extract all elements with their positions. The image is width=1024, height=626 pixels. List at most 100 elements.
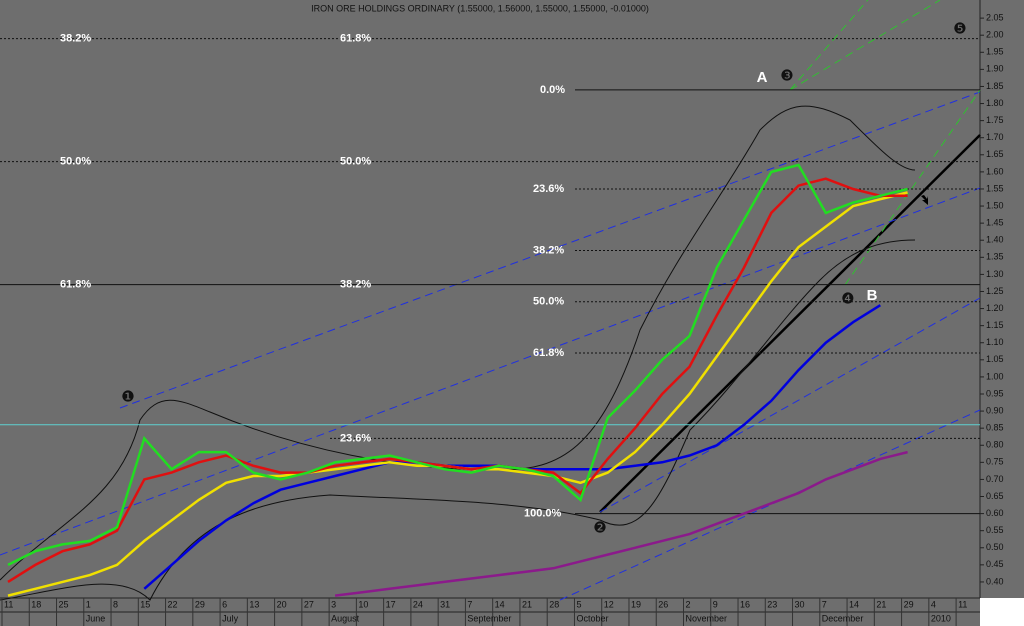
fan-line: [789, 0, 869, 91]
y-tick-label: 0.55: [986, 525, 1004, 535]
month-label: August: [331, 613, 360, 623]
x-tick-label: 24: [413, 599, 423, 609]
y-tick-label: 0.70: [986, 474, 1004, 484]
y-tick-label: 1.00: [986, 371, 1004, 381]
y-tick-label: 1.80: [986, 98, 1004, 108]
y-tick-label: 1.75: [986, 115, 1004, 125]
x-tick-label: 7: [467, 599, 472, 609]
y-tick-label: 2.05: [986, 12, 1004, 22]
x-tick-label: 29: [195, 599, 205, 609]
month-label: September: [467, 613, 511, 623]
fan-line: [844, 89, 981, 286]
x-tick-label: 11: [4, 599, 13, 609]
x-tick-label: 31: [440, 599, 450, 609]
annotation: ❷: [593, 519, 606, 537]
x-tick-label: 17: [386, 599, 396, 609]
series-line: [7, 191, 908, 597]
x-tick-label: 19: [631, 599, 641, 609]
x-tick-label: 26: [658, 599, 668, 609]
y-tick-label: 0.80: [986, 440, 1004, 450]
y-tick-label: 0.40: [986, 576, 1004, 586]
x-tick-label: 20: [277, 599, 287, 609]
fib-label: 0.0%: [540, 84, 565, 96]
x-tick-label: 23: [767, 599, 777, 609]
channel-line: [119, 91, 981, 409]
annotation: ❹: [841, 290, 854, 308]
trend-line: [599, 134, 981, 513]
x-tick-label: 30: [795, 599, 805, 609]
y-tick-label: 0.65: [986, 491, 1004, 501]
y-tick-label: 1.70: [986, 132, 1004, 142]
x-tick-label: 18: [31, 599, 41, 609]
y-tick-label: 1.45: [986, 218, 1004, 228]
x-tick-label: 8: [113, 599, 118, 609]
annotation: ❺: [953, 20, 966, 38]
x-tick-label: 3: [331, 599, 336, 609]
y-tick-label: 1.65: [986, 149, 1004, 159]
x-tick-label: 11: [958, 599, 967, 609]
y-tick-label: 1.60: [986, 166, 1004, 176]
x-tick-label: 16: [740, 599, 750, 609]
bollinger-band: [0, 239, 916, 601]
fib-label: 61.8%: [60, 279, 91, 291]
y-axis-area: [980, 0, 1024, 598]
fib-label: 50.0%: [533, 296, 564, 308]
y-tick-label: 2.00: [986, 30, 1004, 40]
y-tick-label: 1.95: [986, 47, 1004, 57]
y-tick-label: 1.05: [986, 354, 1004, 364]
x-tick-label: 5: [576, 599, 581, 609]
series-line: [7, 163, 908, 567]
y-tick-label: 0.85: [986, 423, 1004, 433]
y-tick-label: 1.85: [986, 81, 1004, 91]
fib-label: 61.8%: [340, 33, 371, 45]
month-label: 2010: [931, 613, 951, 623]
month-label: June: [86, 613, 106, 623]
bollinger-band: [0, 105, 916, 581]
y-tick-label: 0.90: [986, 405, 1004, 415]
annotation: ❸: [780, 67, 793, 85]
y-tick-label: 1.50: [986, 200, 1004, 210]
fib-label: 23.6%: [340, 432, 371, 444]
x-tick-label: 14: [849, 599, 859, 609]
month-label: November: [686, 613, 728, 623]
y-tick-label: 1.30: [986, 269, 1004, 279]
y-tick-label: 1.90: [986, 64, 1004, 74]
y-tick-label: 0.45: [986, 559, 1004, 569]
arrow: [921, 195, 928, 205]
x-tick-label: 14: [495, 599, 505, 609]
y-tick-label: 1.15: [986, 320, 1004, 330]
x-tick-label: 21: [522, 599, 532, 609]
y-tick-label: 0.50: [986, 542, 1004, 552]
x-tick-label: 29: [904, 599, 914, 609]
y-tick-label: 1.35: [986, 252, 1004, 262]
x-tick-label: 7: [822, 599, 827, 609]
channel-line: [559, 409, 981, 601]
y-tick-label: 1.40: [986, 235, 1004, 245]
y-tick-label: 0.95: [986, 388, 1004, 398]
month-label: December: [822, 613, 864, 623]
y-tick-label: 1.20: [986, 303, 1004, 313]
x-tick-label: 21: [876, 599, 886, 609]
month-label: July: [222, 613, 239, 623]
channel-line: [0, 187, 981, 556]
x-tick-label: 10: [358, 599, 368, 609]
x-tick-label: 1: [86, 599, 91, 609]
trend-lines: [0, 0, 981, 601]
x-tick-label: 13: [249, 599, 259, 609]
month-label: October: [576, 613, 608, 623]
y-tick-label: 1.55: [986, 183, 1004, 193]
x-tick-label: 15: [140, 599, 150, 609]
x-tick-label: 27: [304, 599, 314, 609]
fib-label: 38.2%: [60, 33, 91, 45]
channel-line: [599, 297, 981, 513]
series-line: [334, 450, 908, 597]
fib-label: 38.2%: [340, 279, 371, 291]
y-tick-label: 0.75: [986, 457, 1004, 467]
fib-label: 100.0%: [524, 508, 562, 520]
x-tick-label: 9: [713, 599, 718, 609]
fan-line: [789, 0, 941, 91]
x-tick-label: 22: [168, 599, 178, 609]
x-tick-label: 28: [549, 599, 559, 609]
